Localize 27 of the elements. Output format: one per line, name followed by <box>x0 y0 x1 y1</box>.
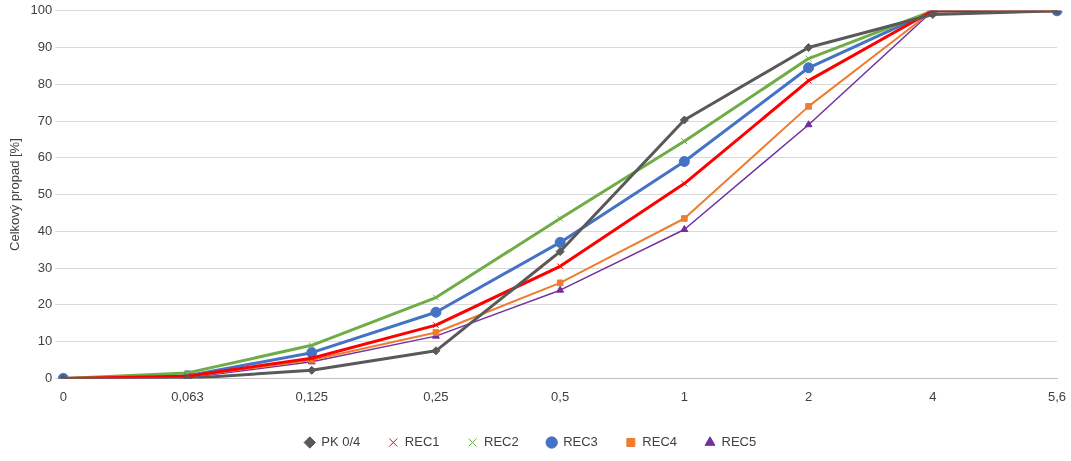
y-tick-label: 70 <box>37 112 53 128</box>
legend-label: REC4 <box>642 434 678 450</box>
x-tick-label: 5,6 <box>1047 388 1067 404</box>
legend-label: PK 0/4 <box>321 434 361 450</box>
x-tick-label: 1 <box>680 388 688 404</box>
y-tick-label: 20 <box>37 296 53 312</box>
y-tick-label: 100 <box>30 2 53 18</box>
x-tick-label: 0,5 <box>551 388 570 404</box>
y-tick-label: 40 <box>37 222 53 238</box>
y-tick-label: 0 <box>45 369 53 385</box>
x-tick-label: 4 <box>929 388 937 404</box>
y-tick-label: 10 <box>37 333 53 349</box>
legend-label: REC5 <box>721 434 757 450</box>
x-tick-label: 0 <box>59 388 67 404</box>
y-tick-label: 80 <box>37 75 53 91</box>
y-tick-label: 90 <box>37 39 53 55</box>
x-tick-label: 0,063 <box>171 388 204 404</box>
y-tick-label: 50 <box>37 186 53 202</box>
legend-label: REC2 <box>484 434 519 450</box>
x-tick-label: 2 <box>804 388 813 404</box>
legend-label: REC1 <box>404 434 440 450</box>
x-tick-label: 0,25 <box>423 388 449 404</box>
legend-label: REC3 <box>563 434 598 450</box>
x-tick-label: 0,125 <box>295 388 328 404</box>
y-tick-label: 30 <box>37 259 53 275</box>
y-tick-label: 60 <box>37 149 53 165</box>
y-axis-title: Celkový propad [%] <box>7 138 23 251</box>
